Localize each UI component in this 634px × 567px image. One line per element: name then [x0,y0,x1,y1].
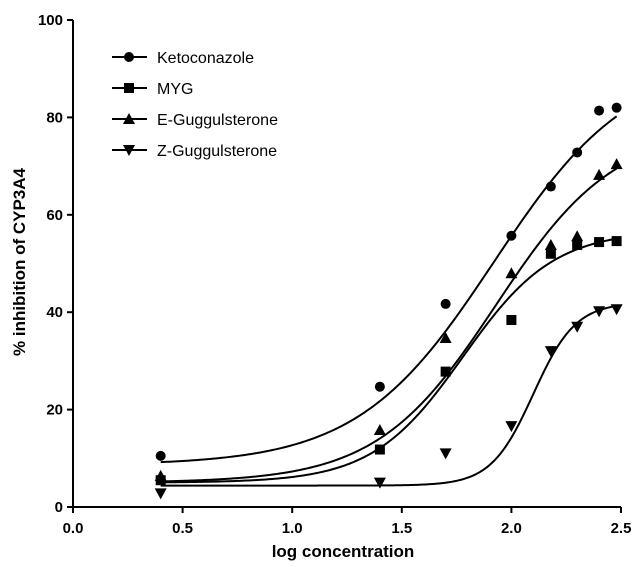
data-point-circle [611,102,622,113]
data-point-triangle-up [154,469,167,481]
fit-curve-4 [160,304,617,487]
data-point-triangle-up [544,238,557,250]
y-tick-label: 20 [46,402,63,419]
x-tick-label: 1.0 [282,520,303,537]
data-point-square [506,314,517,325]
x-tick-label: 1.5 [391,520,412,537]
fit-curves [160,115,618,487]
data-point-square [572,239,583,250]
y-tick-label: 80 [46,109,63,126]
data-point-triangle-down [610,304,623,316]
data-point-square [545,248,556,259]
data-point-circle [594,105,605,116]
x-tick-label: 0.5 [172,520,193,537]
legend-label: Ketoconazole [157,50,254,67]
y-tick-label: 60 [46,207,63,224]
data-point-triangle-up [610,158,623,170]
data-point-circle [374,381,385,392]
data-point-circle [572,147,583,158]
fit-curve-1 [160,115,618,464]
data-points [154,102,623,500]
data-point-triangle-down [439,448,452,460]
data-point-triangle-down [154,488,167,500]
data-point-square [374,444,385,455]
x-tick-label: 2.0 [501,520,522,537]
y-tick-label: 0 [55,499,63,516]
fit-curve-2 [160,237,617,484]
y-axis-label: % inhibition of CYP3A4 [10,167,29,355]
data-point-triangle-down [505,421,518,433]
data-point-triangle-up [571,230,584,242]
data-point-triangle-up [373,424,386,436]
data-point-square [594,237,605,248]
data-point-triangle-up [593,168,606,180]
data-point-square [440,366,451,377]
data-point-triangle-down [373,477,386,489]
legend: Ketoconazole MYG E-Guggulsterone Z-Guggulst… [112,50,278,160]
x-tick-label: 2.5 [611,520,632,537]
data-point-circle [545,181,556,192]
data-point-triangle-down [544,346,557,358]
fit-curve-3 [160,167,618,483]
data-point-triangle-down [593,306,606,318]
data-point-circle [440,298,451,309]
data-point-triangle-up [505,267,518,279]
legend-marker-triangle-down [123,145,135,156]
legend-marker-square [124,83,134,93]
legend-label: MYG [157,81,193,98]
y-tick-label: 100 [38,12,63,29]
legend-label: E-Guggulsterone [157,112,278,129]
legend-label: Z-Guggulsterone [157,143,277,160]
axes: 0.0 0.5 1.0 1.5 2.0 2.5 0 20 40 60 80 100 [38,12,631,537]
data-point-triangle-down [571,321,584,333]
data-point-circle [506,230,517,241]
x-tick-label: 0.0 [63,520,84,537]
data-point-square [611,236,622,247]
legend-marker-triangle-up [123,113,135,124]
legend-marker-circle [124,52,134,62]
data-point-triangle-up [439,332,452,344]
y-tick-label: 40 [46,304,63,321]
x-axis-label: log concentration [272,542,415,561]
data-point-circle [155,450,166,461]
